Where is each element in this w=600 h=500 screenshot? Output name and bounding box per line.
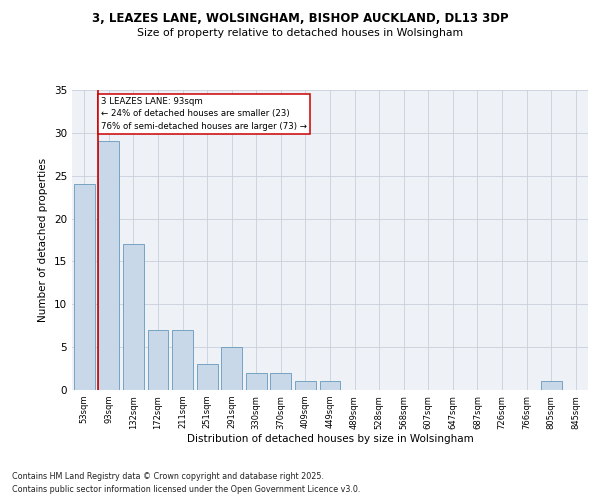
Bar xyxy=(541,382,562,390)
Bar xyxy=(197,364,218,390)
Bar xyxy=(123,244,144,390)
Text: 3 LEAZES LANE: 93sqm
← 24% of detached houses are smaller (23)
76% of semi-detac: 3 LEAZES LANE: 93sqm ← 24% of detached h… xyxy=(101,97,307,131)
Text: Size of property relative to detached houses in Wolsingham: Size of property relative to detached ho… xyxy=(137,28,463,38)
Y-axis label: Number of detached properties: Number of detached properties xyxy=(38,158,49,322)
Bar xyxy=(295,382,316,390)
Text: Contains public sector information licensed under the Open Government Licence v3: Contains public sector information licen… xyxy=(12,485,361,494)
X-axis label: Distribution of detached houses by size in Wolsingham: Distribution of detached houses by size … xyxy=(187,434,473,444)
Bar xyxy=(172,330,193,390)
Bar xyxy=(221,347,242,390)
Bar xyxy=(148,330,169,390)
Text: 3, LEAZES LANE, WOLSINGHAM, BISHOP AUCKLAND, DL13 3DP: 3, LEAZES LANE, WOLSINGHAM, BISHOP AUCKL… xyxy=(92,12,508,26)
Bar xyxy=(246,373,267,390)
Text: Contains HM Land Registry data © Crown copyright and database right 2025.: Contains HM Land Registry data © Crown c… xyxy=(12,472,324,481)
Bar xyxy=(74,184,95,390)
Bar xyxy=(98,142,119,390)
Bar xyxy=(271,373,292,390)
Bar xyxy=(320,382,340,390)
